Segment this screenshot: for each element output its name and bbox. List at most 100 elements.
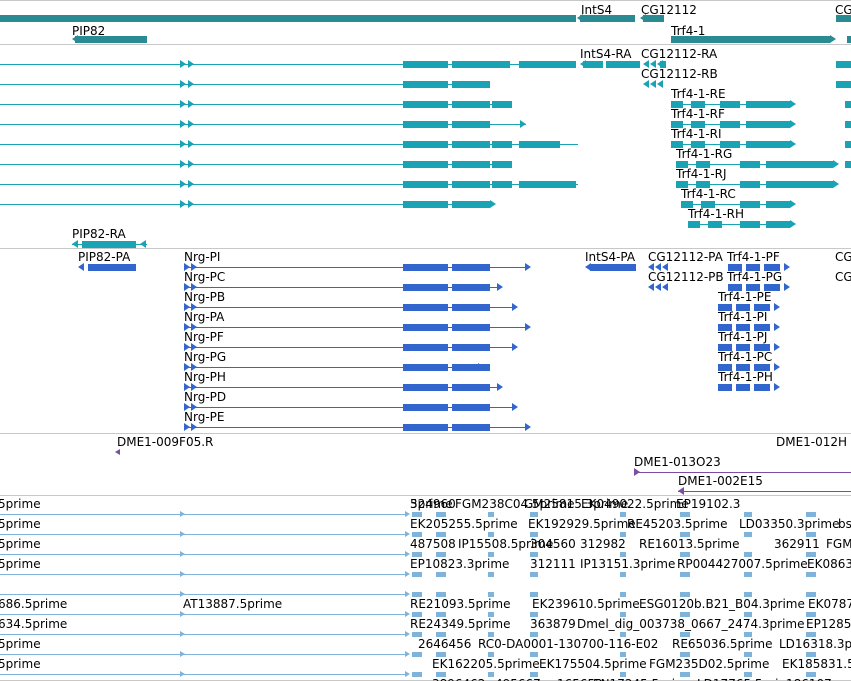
- ests-feature-label[interactable]: RE65036.5prime: [672, 637, 773, 651]
- exon-block[interactable]: [744, 592, 752, 597]
- exon-block[interactable]: [403, 384, 448, 391]
- exon-block[interactable]: [530, 592, 538, 597]
- exon-block[interactable]: [488, 572, 494, 577]
- exon-block[interactable]: [530, 632, 538, 637]
- exon-block[interactable]: [452, 404, 490, 411]
- exon-block[interactable]: [806, 672, 816, 677]
- exon-block[interactable]: [436, 532, 446, 537]
- exon-block[interactable]: [845, 141, 851, 148]
- exon-block[interactable]: [744, 532, 752, 537]
- ests-feature-label[interactable]: 362911: [774, 537, 820, 551]
- exon-block[interactable]: [452, 121, 490, 128]
- exon-block[interactable]: [492, 141, 512, 148]
- exon-block[interactable]: [488, 632, 494, 637]
- exon-block[interactable]: [718, 384, 732, 391]
- exon-block[interactable]: [519, 61, 576, 68]
- exon-block[interactable]: [403, 101, 448, 108]
- proteins-feature-label[interactable]: Trf4-1-PE: [718, 290, 772, 304]
- exon-block[interactable]: [606, 61, 640, 68]
- transcripts-feature-label[interactable]: Trf4-1-RE: [671, 87, 726, 101]
- proteins-feature-label[interactable]: Nrg-PA: [184, 310, 225, 324]
- ests-feature-label[interactable]: 363879: [530, 617, 576, 631]
- ests-feature-label[interactable]: 5prime: [0, 537, 41, 551]
- exon-block[interactable]: [452, 81, 490, 88]
- exon-block[interactable]: [590, 264, 636, 271]
- exon-block[interactable]: [530, 512, 538, 517]
- exon-block[interactable]: [746, 121, 790, 128]
- exon-block[interactable]: [736, 384, 750, 391]
- ests-feature-label[interactable]: Dmel_dig_003738_0667_2474.3prime: [577, 617, 805, 631]
- exon-block[interactable]: [688, 221, 700, 228]
- exon-block[interactable]: [488, 672, 494, 677]
- exon-block[interactable]: [728, 284, 742, 291]
- exon-block[interactable]: [403, 344, 448, 351]
- exon-block[interactable]: [740, 201, 760, 208]
- exon-block[interactable]: [736, 364, 750, 371]
- exon-block[interactable]: [691, 141, 705, 148]
- proteins-feature-label[interactable]: Trf4-1-PJ: [718, 330, 768, 344]
- transcripts-feature-label[interactable]: Trf4-1-RC: [681, 187, 736, 201]
- exon-block[interactable]: [740, 181, 760, 188]
- exon-block[interactable]: [452, 344, 490, 351]
- ests-feature-label[interactable]: 312111: [530, 557, 576, 571]
- ests-feature-label[interactable]: EK185831.5: [782, 657, 851, 671]
- ests-feature-label[interactable]: 5prime: [0, 557, 41, 571]
- ests-feature-label[interactable]: RE21093.5prime: [410, 597, 511, 611]
- ests-feature-label[interactable]: bs: [838, 517, 851, 531]
- exon-block[interactable]: [620, 572, 626, 577]
- exon-block[interactable]: [806, 512, 816, 517]
- exon-block[interactable]: [403, 201, 448, 208]
- exon-block[interactable]: [530, 612, 538, 617]
- proteins-feature-label[interactable]: Nrg-PF: [184, 330, 224, 344]
- exon-block[interactable]: [754, 344, 770, 351]
- proteins-feature-label[interactable]: Nrg-PG: [184, 350, 227, 364]
- exon-block[interactable]: [488, 652, 494, 657]
- exon-block[interactable]: [488, 612, 494, 617]
- exon-block[interactable]: [412, 552, 422, 557]
- exon-block[interactable]: [452, 324, 490, 331]
- proteins-feature-label[interactable]: CG: [835, 270, 851, 284]
- exon-block[interactable]: [764, 284, 780, 291]
- exon-block[interactable]: [764, 264, 780, 271]
- exon-block[interactable]: [403, 141, 448, 148]
- ests-feature-label[interactable]: EP10823.3prime: [410, 557, 510, 571]
- exon-block[interactable]: [643, 15, 664, 22]
- exon-block[interactable]: [680, 572, 690, 577]
- ests-feature-label[interactable]: RP004427007.5prime: [677, 557, 808, 571]
- exon-block[interactable]: [680, 592, 690, 597]
- clones-feature-label[interactable]: DME1-009F05.R: [117, 435, 214, 449]
- ests-feature-label[interactable]: EP1285: [806, 617, 851, 631]
- exon-block[interactable]: [403, 424, 448, 431]
- exon-block[interactable]: [492, 161, 512, 168]
- exon-block[interactable]: [806, 632, 816, 637]
- ests-feature-label[interactable]: FGM235D02.5prime: [649, 657, 770, 671]
- exon-block[interactable]: [530, 552, 538, 557]
- exon-block[interactable]: [766, 201, 790, 208]
- exon-block[interactable]: [806, 572, 816, 577]
- exon-block[interactable]: [620, 652, 626, 657]
- ests-feature-label[interactable]: LD16318.3prime: [779, 637, 851, 651]
- exon-block[interactable]: [436, 552, 446, 557]
- ests-feature-label[interactable]: 186107: [786, 677, 832, 681]
- ests-feature-label[interactable]: RE45203.5prime: [627, 517, 728, 531]
- exon-block[interactable]: [836, 81, 851, 88]
- exon-block[interactable]: [488, 532, 494, 537]
- exon-block[interactable]: [88, 264, 136, 271]
- ests-feature-label[interactable]: RE16013.5prime: [639, 537, 740, 551]
- exon-block[interactable]: [452, 141, 490, 148]
- exon-block[interactable]: [620, 632, 626, 637]
- exon-block[interactable]: [403, 161, 448, 168]
- ests-feature-label[interactable]: 5prime: [0, 637, 41, 651]
- exon-block[interactable]: [403, 364, 448, 371]
- exon-block[interactable]: [680, 672, 690, 677]
- exon-block[interactable]: [492, 101, 512, 108]
- exon-block[interactable]: [766, 161, 833, 168]
- exon-block[interactable]: [412, 532, 422, 537]
- ests-feature-label[interactable]: LD03350.3prime: [739, 517, 840, 531]
- exon-block[interactable]: [488, 592, 494, 597]
- exon-block[interactable]: [452, 364, 490, 371]
- ests-feature-label[interactable]: EN17245.5prime: [593, 677, 694, 681]
- exon-block[interactable]: [720, 121, 740, 128]
- transcripts-feature-label[interactable]: Trf4-1-RH: [688, 207, 745, 221]
